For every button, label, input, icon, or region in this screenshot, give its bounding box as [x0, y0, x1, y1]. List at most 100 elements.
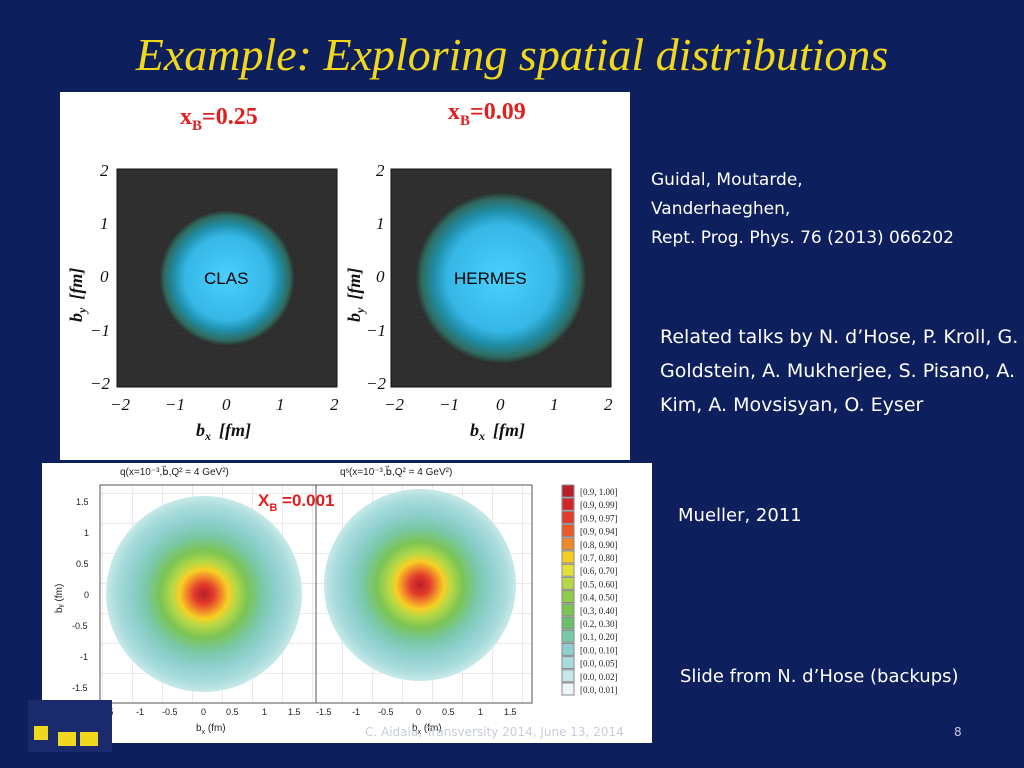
legend-label: [0.5, 0.60] [580, 579, 618, 589]
y-tick-left: 0 [100, 267, 109, 286]
legend-swatch [561, 682, 575, 696]
legend-swatch [561, 629, 575, 643]
legend-label: [0.2, 0.30] [580, 619, 618, 629]
y-tick-right: 2 [376, 161, 385, 180]
clas-label: CLAS [204, 269, 248, 288]
y-tick-right: 0 [376, 267, 385, 286]
page-number: 8 [954, 725, 962, 739]
contour-legend: [0.9, 1.00] [0.9, 0.99] [0.9, 0.97] [0.9, 0… [561, 484, 618, 696]
legend-label: [0.7, 0.80] [580, 553, 618, 563]
legend-label: [0.9, 0.97] [580, 513, 618, 523]
legend-label: [0.9, 1.00] [580, 487, 618, 497]
figure-mueller: q(x=10⁻³,b⃗,Q² = 4 GeV²) qˢ(x=10⁻³,b⃗,Q²… [42, 463, 652, 743]
x-tick-right: -0.5 [378, 707, 394, 717]
xb-label-bottom: XB =0.001 [258, 491, 335, 514]
reference-mueller: Mueller, 2011 [678, 505, 802, 526]
legend-swatch [561, 550, 575, 564]
legend-swatch [561, 537, 575, 551]
left-contour [106, 496, 302, 692]
left-plot-title: q(x=10⁻³,b⃗,Q² = 4 GeV²) [120, 465, 229, 478]
x-tick-right: 1.5 [504, 707, 517, 717]
legend-swatch [561, 524, 575, 538]
reference-guidal: Guidal, Moutarde, Vanderhaeghen, Rept. P… [651, 166, 1023, 253]
legend-swatch [561, 642, 575, 656]
legend-label: [0.0, 0.01] [580, 685, 618, 695]
legend-swatch [561, 576, 575, 590]
x-tick-left: −2 [110, 395, 130, 414]
y-tick-right: −1 [366, 321, 386, 340]
x-tick-right: −1 [439, 395, 459, 414]
x-axis-title-right: bx [fm] [470, 420, 525, 443]
logo-graphic [34, 726, 98, 746]
y-tick-left: −1 [90, 321, 110, 340]
x-tick-left: 1 [262, 707, 267, 717]
legend-label: [0.9, 0.99] [580, 500, 618, 510]
figure-clas-hermes: xB=0.25 xB=0.09 2 1 0 −1 −2 2 1 0 −1 −2 … [60, 92, 630, 460]
x-tick-left: 0 [222, 395, 231, 414]
y-axis-title-left: by[fm] [66, 268, 89, 322]
x-axis-title-bottom-left: bx (fm) [196, 723, 226, 736]
x-tick-left: 1 [276, 395, 285, 414]
xb-label-left: xB=0.25 [180, 104, 258, 134]
y-tick: 1 [84, 528, 89, 538]
x-axis-title-left: bx [fm] [196, 420, 251, 443]
legend-label: [0.3, 0.40] [580, 606, 618, 616]
xb-label-right: xB=0.09 [448, 99, 526, 129]
legend-label: [0.8, 0.90] [580, 540, 618, 550]
y-tick: 1.5 [76, 497, 89, 507]
x-tick-left: −1 [165, 395, 185, 414]
x-axis-title-bottom-right: bx (fm) [412, 723, 442, 736]
y-axis-title-right: by[fm] [344, 268, 367, 322]
slide-source-note: Slide from N. d’Hose (backups) [680, 666, 959, 687]
x-tick-right: −2 [384, 395, 404, 414]
legend-label: [0.0, 0.10] [580, 645, 618, 655]
hermes-blob [415, 192, 587, 364]
clas-hermes-plot: xB=0.25 xB=0.09 2 1 0 −1 −2 2 1 0 −1 −2 … [66, 99, 613, 443]
legend-label: [0.6, 0.70] [580, 566, 618, 576]
x-tick-left: -0.5 [162, 707, 178, 717]
legend-label: [0.0, 0.05] [580, 659, 618, 669]
y-tick: 0 [84, 590, 89, 600]
y-tick-right: −2 [366, 374, 386, 393]
x-tick-left: 1.5 [288, 707, 301, 717]
y-tick-left: 1 [100, 214, 109, 233]
related-talks-text: Related talks by N. d’Hose, P. Kroll, G.… [660, 326, 1019, 416]
legend-swatch [561, 484, 575, 498]
legend-swatch [561, 669, 575, 683]
ref1-line: Guidal, Moutarde, [651, 170, 803, 190]
legend-label: [0.4, 0.50] [580, 593, 618, 603]
x-tick-right: -1 [352, 707, 360, 717]
legend-swatch [561, 616, 575, 630]
y-tick-right: 1 [376, 214, 385, 233]
y-tick: 0.5 [76, 559, 89, 569]
y-axis-title-bottom: bᵧ (fm) [54, 584, 65, 613]
legend-swatch [561, 656, 575, 670]
x-tick-right: 0 [416, 707, 421, 717]
mueller-plot: q(x=10⁻³,b⃗,Q² = 4 GeV²) qˢ(x=10⁻³,b⃗,Q²… [54, 465, 618, 736]
ref1-line: Rept. Prog. Phys. 76 (2013) 066202 [651, 228, 954, 248]
x-tick-right: -1.5 [316, 707, 332, 717]
legend-label: [0.9, 0.94] [580, 527, 618, 537]
ref1-line: Vanderhaeghen, [651, 199, 791, 219]
legend-swatch [561, 563, 575, 577]
legend-swatch [561, 603, 575, 617]
x-tick-left: -1 [136, 707, 144, 717]
legend-swatch [561, 497, 575, 511]
x-tick-left: 0 [201, 707, 206, 717]
y-tick: -1 [80, 652, 88, 662]
hermes-label: HERMES [454, 269, 527, 288]
right-plot-title: qˢ(x=10⁻³,b⃗,Q² = 4 GeV²) [340, 465, 452, 478]
legend-swatch [561, 590, 575, 604]
x-tick-right: 0 [496, 395, 505, 414]
legend-label: [0.1, 0.20] [580, 632, 618, 642]
legend-label: [0.0, 0.02] [580, 672, 618, 682]
clas-blob [159, 210, 295, 346]
slide-title: Example: Exploring spatial distributions [135, 29, 889, 80]
x-tick-left: 2 [330, 395, 339, 414]
x-tick-right: 2 [604, 395, 613, 414]
y-tick-left: −2 [90, 374, 110, 393]
y-tick-left: 2 [100, 161, 109, 180]
x-tick-left: 0.5 [226, 707, 239, 717]
y-tick: -1.5 [72, 683, 88, 693]
x-tick-right: 1 [550, 395, 559, 414]
